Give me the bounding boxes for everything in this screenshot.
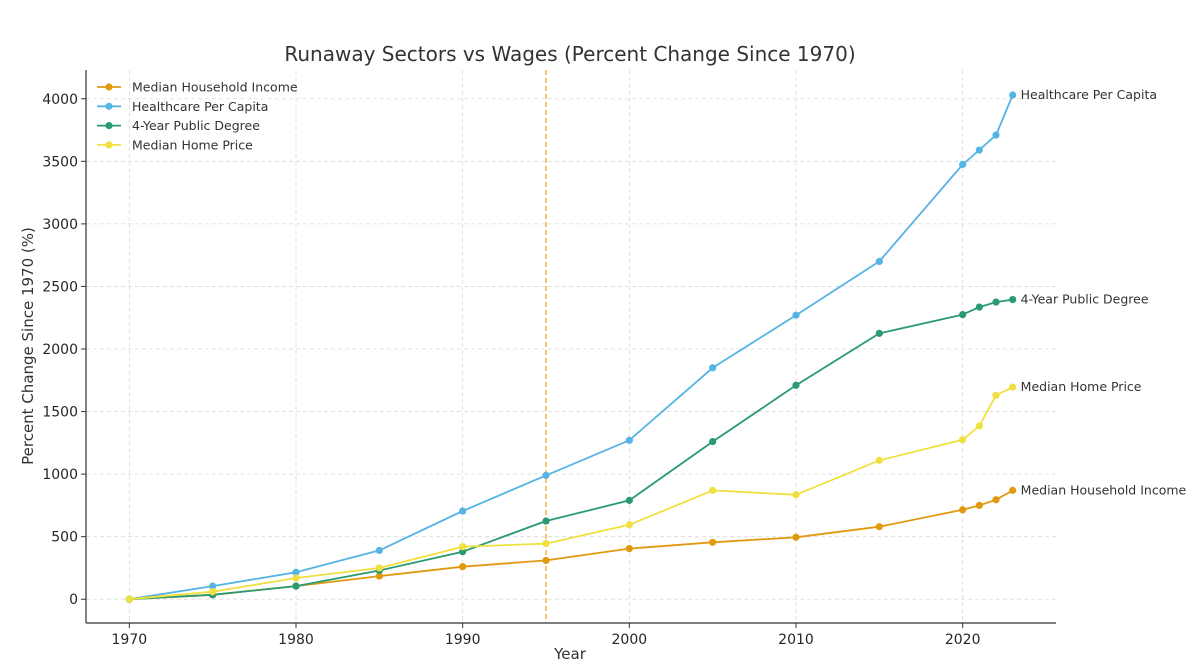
data-point	[209, 582, 217, 590]
legend-label: Healthcare Per Capita	[132, 99, 268, 114]
data-point	[542, 471, 550, 479]
series-end-label: Median Household Income	[1021, 482, 1187, 497]
data-point	[975, 146, 983, 154]
x-tick-label: 1980	[278, 632, 314, 648]
data-point	[625, 521, 633, 529]
series-line	[129, 386, 1014, 601]
x-axis-label: Year	[553, 645, 587, 663]
data-point	[792, 311, 800, 319]
data-point	[459, 563, 467, 571]
data-point	[792, 533, 800, 541]
data-point	[875, 456, 883, 464]
data-point	[209, 588, 217, 596]
data-point	[1009, 486, 1017, 494]
data-point	[975, 501, 983, 509]
legend: Median Household Income Healthcare Per Ca…	[97, 80, 298, 152]
legend-swatch-marker	[105, 83, 113, 91]
series-0	[125, 486, 1017, 603]
grid	[86, 70, 1056, 623]
data-point	[875, 523, 883, 531]
data-point	[709, 364, 717, 372]
tick-labels: 1970 1980 1990 2000 2010 2020 0 500 1000 1500 2000…	[42, 92, 980, 648]
data-point	[625, 496, 633, 504]
data-point	[459, 548, 467, 556]
y-tick-label: 500	[51, 530, 78, 546]
data-point	[975, 303, 983, 311]
y-tick-label: 2000	[42, 342, 78, 358]
series-line	[129, 94, 1014, 601]
series-3	[125, 383, 1017, 603]
data-point	[292, 582, 300, 590]
legend-item: 4-Year Public Degree	[97, 118, 260, 133]
data-point	[792, 491, 800, 499]
y-tick-label: 2500	[42, 279, 78, 295]
data-point	[542, 539, 550, 548]
data-point	[992, 298, 1000, 306]
x-tick-label: 2020	[945, 632, 981, 648]
data-point	[959, 506, 967, 514]
series-end-label: 4-Year Public Degree	[1021, 292, 1149, 307]
legend-label: Median Home Price	[132, 137, 253, 152]
data-point	[459, 543, 467, 551]
data-point	[1009, 383, 1017, 391]
data-point	[959, 436, 967, 444]
data-point	[1009, 91, 1017, 99]
data-point	[125, 595, 133, 603]
y-tick-label: 0	[69, 592, 78, 608]
legend-label: Median Household Income	[132, 80, 298, 95]
data-point	[709, 486, 717, 494]
series-end-label: Median Home Price	[1021, 379, 1142, 394]
y-tick-label: 1000	[42, 467, 78, 483]
series-end-label: Healthcare Per Capita	[1021, 87, 1157, 102]
data-point	[875, 257, 883, 266]
legend-swatch-marker	[105, 102, 113, 110]
data-point	[959, 310, 967, 319]
data-point	[542, 556, 550, 565]
x-tick-label: 2000	[612, 632, 648, 648]
data-point	[709, 538, 717, 546]
legend-item: Median Household Income	[97, 80, 298, 95]
data-point	[975, 422, 983, 430]
y-tick-label: 3500	[42, 154, 78, 170]
data-point	[292, 574, 300, 582]
legend-item: Median Home Price	[97, 137, 253, 152]
x-tick-label: 1990	[445, 632, 481, 648]
legend-label: 4-Year Public Degree	[132, 118, 260, 133]
chart-title: Runaway Sectors vs Wages (Percent Change…	[284, 42, 855, 66]
data-point	[792, 381, 800, 389]
x-tick-label: 1970	[112, 632, 148, 648]
x-tick-label: 2010	[778, 632, 814, 648]
y-tick-label: 3000	[42, 217, 78, 233]
axes	[85, 70, 1056, 624]
y-tick-label: 1500	[42, 405, 78, 421]
data-point	[625, 436, 633, 444]
y-tick-label: 4000	[42, 92, 78, 108]
data-point	[1009, 295, 1017, 304]
data-point	[292, 568, 300, 576]
end-labels: Median Household Income Healthcare Per Ca…	[1021, 87, 1187, 497]
legend-swatch-marker	[105, 122, 113, 130]
series-2	[125, 295, 1017, 603]
data-point	[375, 572, 383, 580]
data-point	[959, 160, 967, 169]
data-point	[709, 437, 717, 446]
data-point	[542, 517, 550, 525]
series-line	[129, 298, 1013, 601]
series-lines	[125, 91, 1017, 603]
data-point	[375, 564, 383, 572]
legend-swatch-marker	[105, 141, 113, 149]
data-point	[875, 329, 883, 337]
data-point	[459, 507, 467, 515]
y-axis-label: Percent Change Since 1970 (%)	[19, 227, 37, 465]
data-point	[625, 544, 633, 553]
data-point	[992, 391, 1000, 399]
data-point	[375, 546, 383, 555]
data-point	[992, 496, 1000, 504]
data-point	[992, 131, 1000, 139]
legend-item: Healthcare Per Capita	[97, 99, 268, 114]
